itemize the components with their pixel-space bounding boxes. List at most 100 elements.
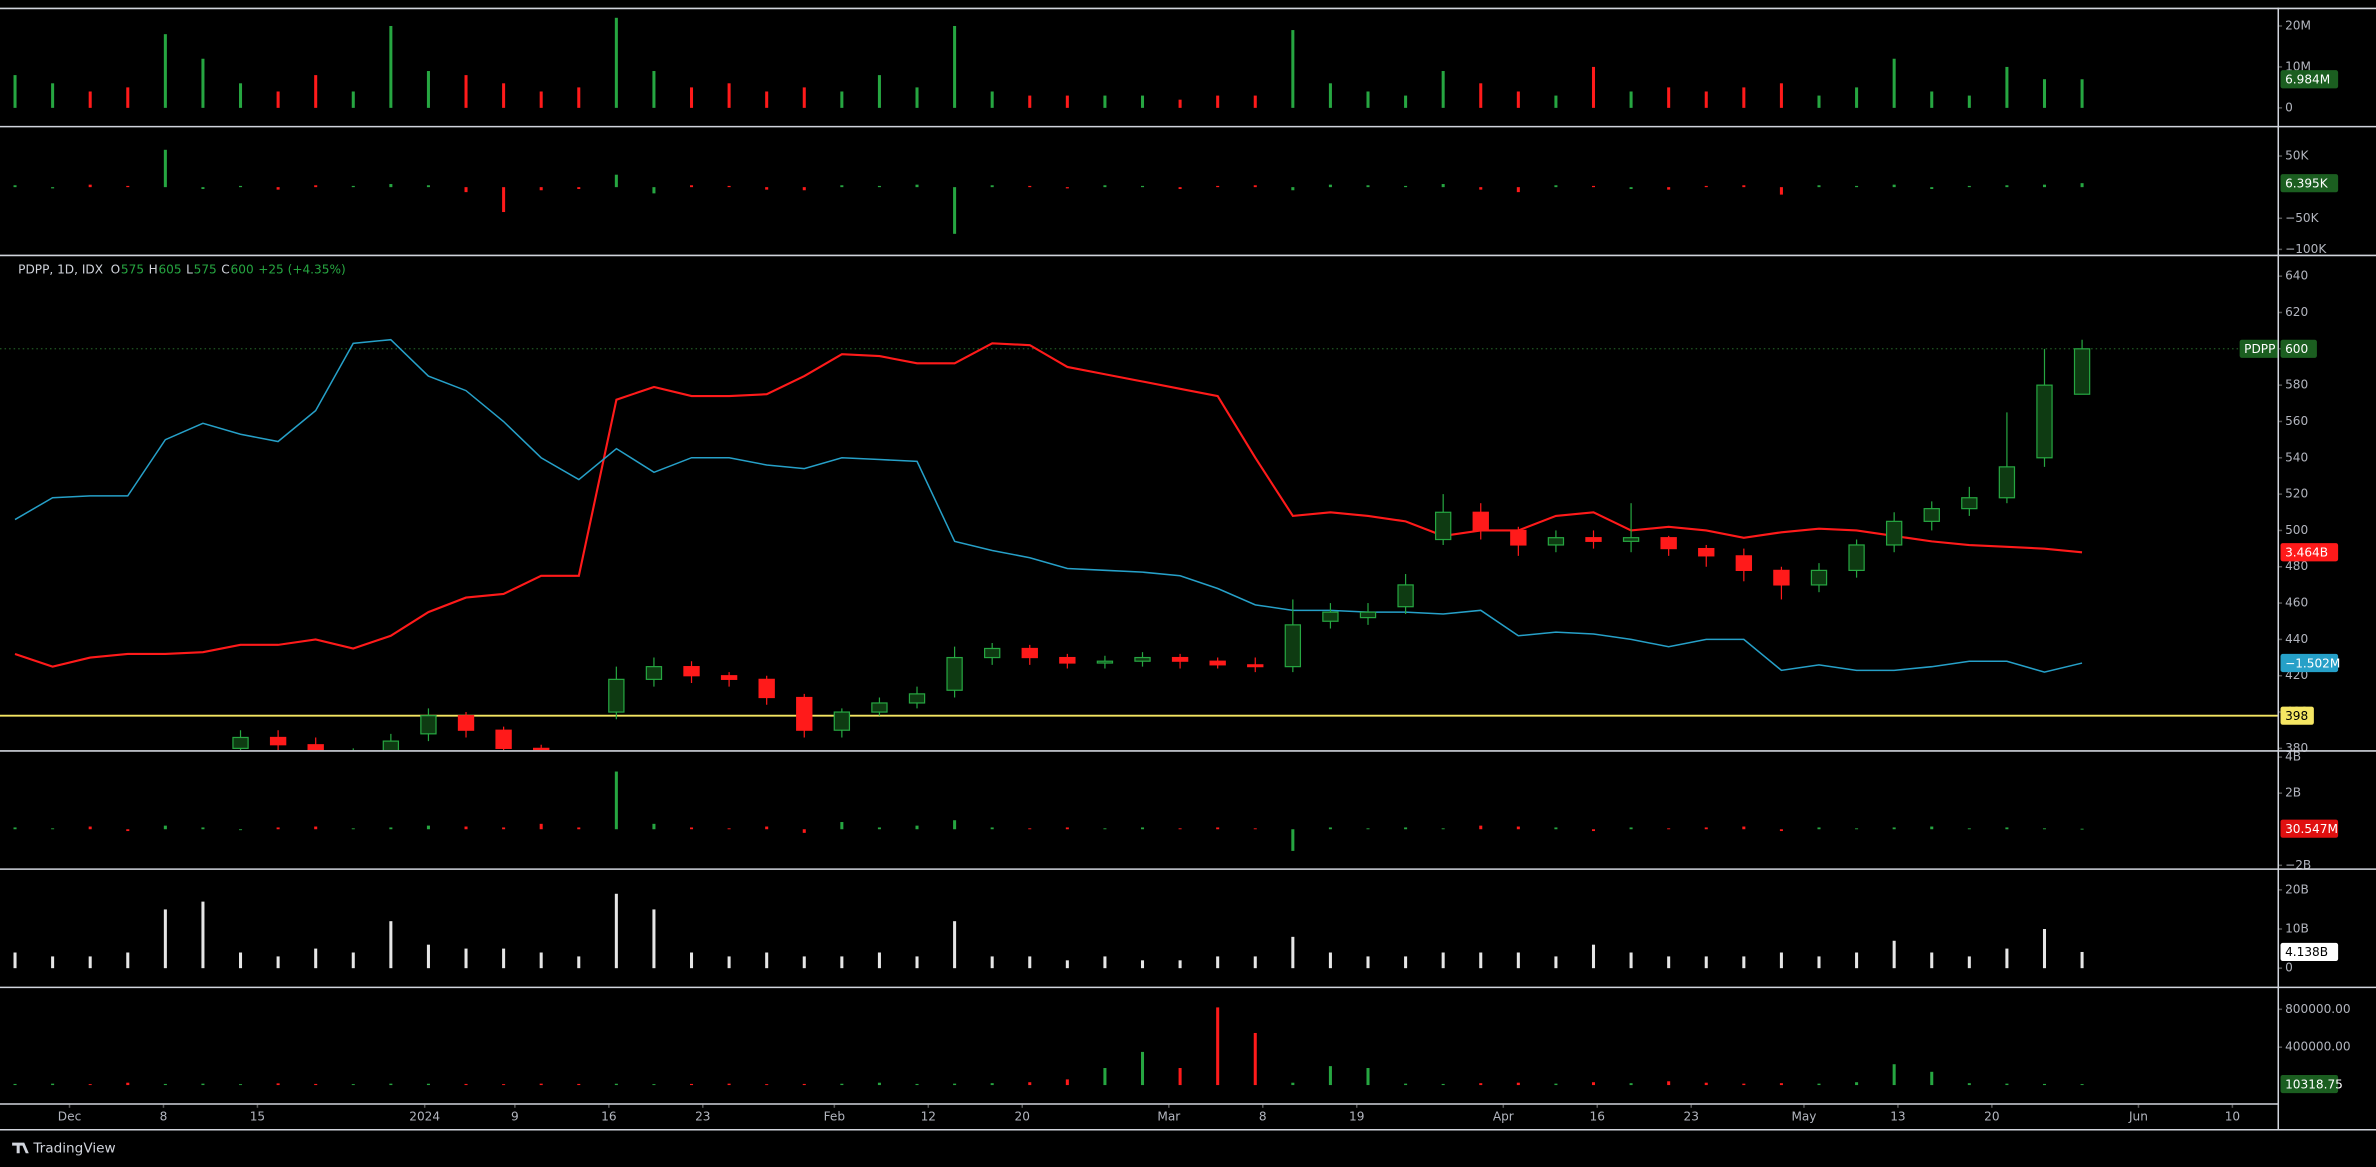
bar <box>351 1084 355 1086</box>
bar <box>953 187 957 234</box>
y-tick-label: 4B <box>2285 750 2301 764</box>
bar <box>953 820 957 830</box>
bar <box>239 185 243 188</box>
bar <box>1516 826 1520 830</box>
bar <box>1178 99 1182 108</box>
bar <box>2042 184 2047 188</box>
bar <box>539 1083 543 1086</box>
x-tick-label: 23 <box>695 1109 710 1123</box>
x-tick-label: 20 <box>1015 1109 1030 1123</box>
candle-body <box>871 702 888 713</box>
bar <box>1065 827 1069 830</box>
x-tick-label: 10 <box>2225 1109 2240 1123</box>
bar <box>614 17 618 108</box>
x-tick-label: 8 <box>160 1109 168 1123</box>
bar <box>1742 87 1746 108</box>
bar <box>577 187 581 190</box>
bar <box>51 83 55 108</box>
bar <box>577 1083 581 1086</box>
bar <box>1779 83 1783 108</box>
x-tick-label: 19 <box>1349 1109 1364 1123</box>
candle-body <box>1434 511 1452 541</box>
bar <box>690 827 694 830</box>
watermark: TradingView <box>32 1141 115 1157</box>
bar <box>802 956 806 969</box>
bar <box>1216 827 1220 830</box>
bar <box>1253 956 1257 969</box>
bar <box>201 901 205 969</box>
y-tick-label: 20B <box>2285 882 2309 896</box>
bar <box>2042 929 2047 969</box>
bar <box>1629 187 1633 190</box>
bar <box>2005 827 2009 830</box>
bar <box>1253 828 1257 830</box>
x-tick-label: 16 <box>601 1109 616 1123</box>
bar <box>577 827 581 830</box>
bar <box>2080 1084 2084 1086</box>
bar <box>1930 187 1934 190</box>
bar <box>1892 827 1896 830</box>
level-box <box>2280 706 2314 725</box>
bar <box>915 87 919 108</box>
bar <box>1817 827 1821 830</box>
bar <box>351 91 355 108</box>
ticker-box <box>2239 339 2280 358</box>
bar <box>1065 1079 1069 1086</box>
bar <box>727 1083 731 1086</box>
x-tick-label: 23 <box>1684 1109 1699 1123</box>
bar <box>765 187 769 190</box>
last-value-label: 4.138B <box>2280 942 2339 962</box>
x-tick-label: 16 <box>1590 1109 1605 1123</box>
bar <box>1404 95 1408 108</box>
bar <box>1404 185 1408 188</box>
y-tick-label: 2B <box>2285 786 2301 800</box>
x-tick-label: Mar <box>1157 1109 1180 1123</box>
last-value-box <box>2280 1074 2339 1094</box>
legend-text: PDPP, 1D, IDX <box>18 262 103 276</box>
bar <box>990 827 994 830</box>
bar <box>1441 952 1445 969</box>
bar <box>1667 956 1671 969</box>
bar <box>1779 187 1783 195</box>
bar <box>1103 1068 1107 1086</box>
bar <box>13 75 17 108</box>
bar <box>915 1083 919 1086</box>
bar <box>1817 95 1821 108</box>
bar <box>2005 66 2009 108</box>
level-text: 398 <box>2285 709 2308 723</box>
indicator-line <box>14 342 2083 668</box>
last-value-box <box>2280 543 2339 562</box>
bar <box>840 91 844 108</box>
bar <box>1629 827 1633 830</box>
bar <box>877 952 881 969</box>
candle-body <box>758 678 775 699</box>
candle-body <box>1735 555 1753 571</box>
last-value-box <box>2280 819 2339 838</box>
candle-body <box>1322 611 1339 622</box>
bar <box>464 826 468 830</box>
bar <box>201 827 205 830</box>
bar <box>840 1083 844 1086</box>
x-tick-label: May <box>1791 1109 1816 1123</box>
legend-text: 575 <box>121 262 144 276</box>
y-tick-label: 0 <box>2285 100 2293 114</box>
y-tick-label: 500 <box>2285 523 2308 537</box>
bar <box>1103 828 1107 830</box>
bar <box>163 34 167 108</box>
bar <box>1479 187 1483 190</box>
bar <box>1253 95 1257 108</box>
bar <box>1178 1068 1182 1086</box>
bar <box>690 952 694 969</box>
legend-text: C <box>221 262 229 276</box>
bar <box>690 87 694 108</box>
bar <box>1591 829 1596 832</box>
y-tick-label: 560 <box>2285 414 2308 428</box>
y-tick-label: 440 <box>2285 632 2308 646</box>
bar <box>1591 1082 1596 1086</box>
bar <box>1817 956 1821 969</box>
last-value-text: 6.984M <box>2285 73 2330 87</box>
candle-body <box>983 647 1001 659</box>
candle-body <box>457 715 475 731</box>
bar <box>314 185 318 188</box>
